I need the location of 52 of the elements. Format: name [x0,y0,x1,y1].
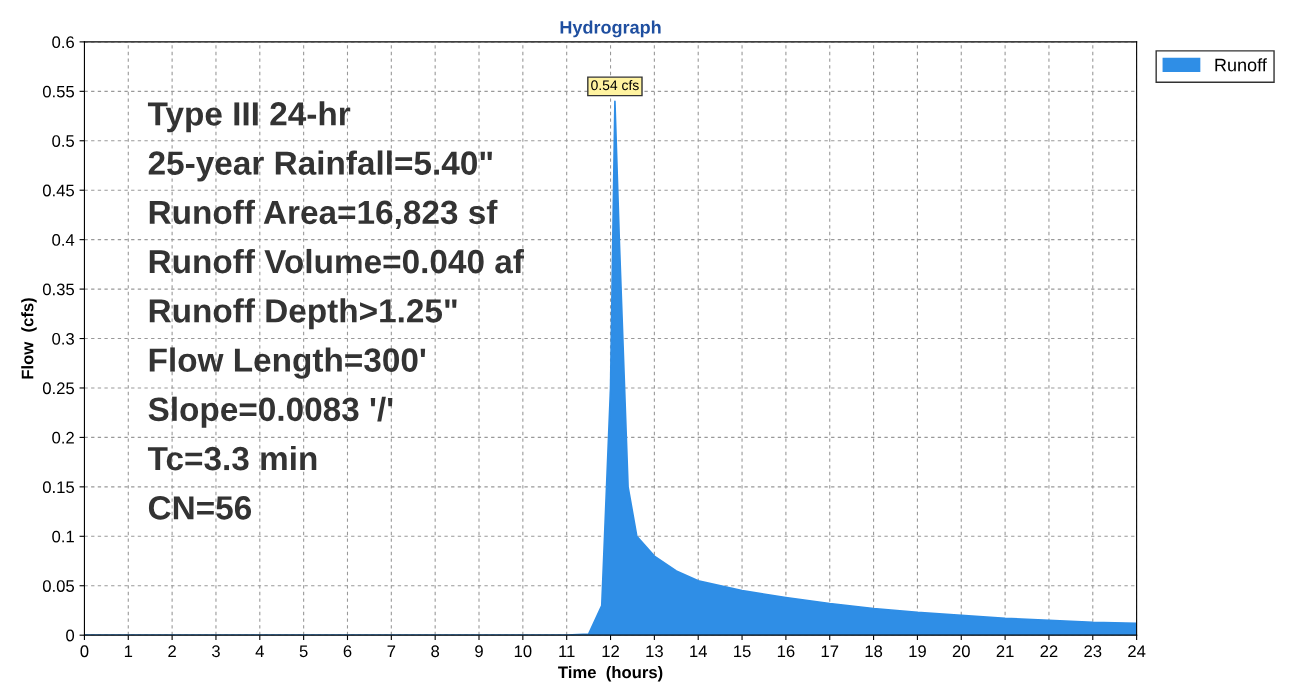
x-tick-label: 10 [514,645,532,658]
annotation: Flow Length=300' [149,347,426,379]
y-tick-label: 0.25 [42,382,75,395]
annotation: Type III 24-hr [147,101,351,133]
x-tick-label: 8 [431,645,440,658]
x-tick-label: 16 [777,645,795,658]
y-axis-title: Flow (cfs) [21,298,37,379]
x-tick-label: 12 [602,645,619,657]
annotation: Runoff Area=16,823 sf [149,199,498,230]
x-tick-label: 9 [475,645,483,658]
x-tick-label: 7 [387,645,396,657]
x-tick-label: 5 [299,645,308,658]
x-tick-label: 24 [1128,645,1146,657]
y-tick-label: 0.6 [52,36,74,49]
x-tick-label: 4 [255,645,264,657]
chart-title: Hydrograph [560,20,661,38]
y-tick-label: 0 [66,629,75,642]
x-tick-label: 2 [168,645,176,657]
annotation: 25-year Rainfall=5.40" [148,150,492,182]
x-tick-label: 18 [865,645,883,658]
x-tick-label: 11 [559,645,575,657]
x-tick-label: 15 [734,645,751,658]
annotation: 0.54 cfs [591,79,639,91]
x-tick-label: 21 [996,645,1014,657]
annotation: Slope=0.0083 '/' [148,396,393,428]
annotation: CN=56 [148,496,252,520]
x-tick-label: 1 [124,645,133,657]
x-tick-label: 0 [80,645,89,658]
y-tick-label: 0.15 [42,481,75,494]
legend-label: Runoff [1215,58,1267,72]
y-tick-label: 0.35 [42,283,75,296]
y-tick-label: 0.2 [52,431,74,444]
annotation: Runoff Depth>1.25" [149,298,457,330]
x-tick-label: 3 [211,645,220,658]
y-tick-label: 0.55 [42,85,75,98]
x-tick-label: 6 [343,645,352,658]
x-axis-title: Time (hours) [558,665,663,682]
x-tick-label: 17 [821,645,839,657]
y-tick-label: 0.05 [42,580,75,592]
y-tick-label: 0.4 [52,234,75,246]
x-tick-label: 22 [1040,645,1058,657]
y-tick-label: 0.45 [42,184,75,197]
y-tick-label: 0.3 [52,332,74,345]
x-tick-label: 23 [1084,645,1102,658]
x-tick-label: 14 [690,645,707,657]
x-tick-label: 20 [952,645,970,658]
x-tick-label: 13 [646,645,663,658]
y-tick-label: 0.5 [52,135,75,147]
y-tick-label: 0.1 [52,530,74,543]
annotation: Tc=3.3 min [147,445,317,471]
x-tick-label: 19 [909,645,926,658]
annotation: Runoff Volume=0.040 af [149,248,524,274]
